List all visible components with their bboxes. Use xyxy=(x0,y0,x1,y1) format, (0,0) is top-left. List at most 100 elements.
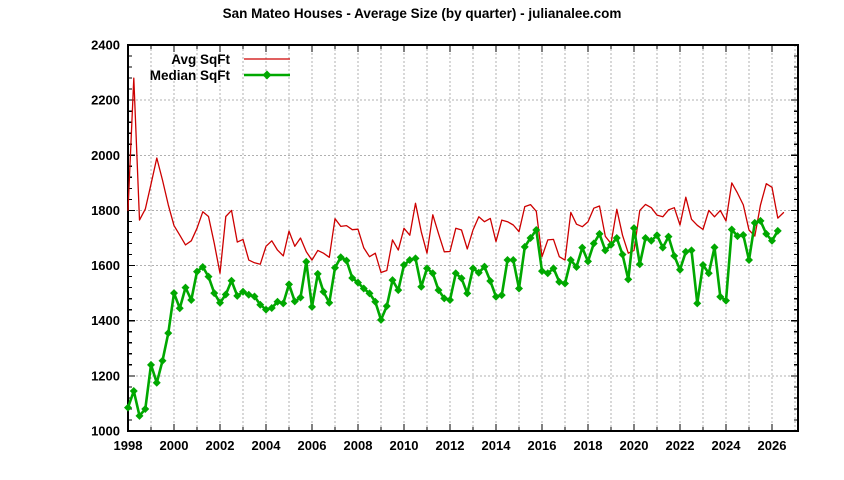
median-diamond-marker xyxy=(239,287,248,296)
median-diamond-marker xyxy=(147,360,156,369)
median-diamond-marker xyxy=(618,250,627,259)
median-diamond-marker xyxy=(428,269,437,278)
median-diamond-marker xyxy=(457,274,466,283)
median-diamond-marker xyxy=(612,234,621,242)
x-axis-label: 2004 xyxy=(252,438,282,453)
median-diamond-marker xyxy=(446,296,455,305)
y-axis-label: 1200 xyxy=(91,368,120,383)
median-diamond-marker xyxy=(768,236,777,245)
legend-label-avg: Avg SqFt xyxy=(171,51,230,67)
median-diamond-marker xyxy=(681,247,690,256)
y-axis-label: 1800 xyxy=(91,203,120,218)
x-axis-label: 2002 xyxy=(206,438,235,453)
median-diamond-marker xyxy=(635,260,644,269)
median-diamond-marker xyxy=(308,302,317,311)
diamond-marker-icon xyxy=(262,70,272,80)
median-diamond-marker xyxy=(762,229,771,238)
median-diamond-marker xyxy=(699,261,708,270)
median-diamond-marker xyxy=(739,230,748,239)
x-axis-label: 2014 xyxy=(482,438,512,453)
median-diamond-marker xyxy=(400,261,409,270)
median-diamond-marker xyxy=(526,234,535,242)
median-diamond-marker xyxy=(486,277,495,286)
median-diamond-marker xyxy=(158,356,167,365)
median-diamond-marker xyxy=(336,253,345,262)
median-diamond-marker xyxy=(716,292,725,301)
median-diamond-marker xyxy=(285,280,294,289)
median-diamond-marker xyxy=(469,264,478,273)
median-diamond-marker xyxy=(359,284,368,293)
median-diamond-marker xyxy=(129,387,138,396)
median-diamond-marker xyxy=(388,276,397,285)
legend-label-median: Median SqFt xyxy=(149,67,230,83)
median-diamond-marker xyxy=(509,256,518,265)
median-diamond-marker xyxy=(423,264,432,273)
median-diamond-marker xyxy=(273,297,282,306)
median-diamond-marker xyxy=(601,246,610,255)
median-diamond-marker xyxy=(549,264,558,273)
median-diamond-marker xyxy=(566,256,575,265)
median-diamond-marker xyxy=(313,269,322,278)
avg-line-sample xyxy=(244,58,290,60)
median-diamond-marker xyxy=(520,242,529,251)
x-axis-label: 2018 xyxy=(574,438,603,453)
median-diamond-marker xyxy=(256,300,265,309)
median-diamond-marker xyxy=(279,299,288,308)
median-diamond-marker xyxy=(578,243,587,252)
median-diamond-marker xyxy=(733,232,742,241)
median-diamond-marker xyxy=(440,294,449,303)
chart-title: San Mateo Houses - Average Size (by quar… xyxy=(222,6,622,21)
median-diamond-marker xyxy=(354,278,363,287)
y-axis-label: 2400 xyxy=(91,38,120,53)
y-axis-label: 2200 xyxy=(91,93,120,108)
y-axis-label: 1400 xyxy=(91,313,120,328)
median-diamond-marker xyxy=(227,276,236,285)
median-diamond-marker xyxy=(756,216,765,225)
median-diamond-marker xyxy=(302,257,311,266)
median-diamond-marker xyxy=(348,273,357,282)
median-diamond-marker xyxy=(193,267,202,276)
median-diamond-marker xyxy=(704,269,713,278)
median-diamond-marker xyxy=(451,269,460,278)
median-diamond-marker xyxy=(532,226,541,235)
median-diamond-marker xyxy=(124,403,132,412)
median-diamond-marker xyxy=(515,284,524,293)
median-diamond-marker xyxy=(543,269,552,278)
median-diamond-marker xyxy=(290,297,299,306)
median-diamond-marker xyxy=(497,291,506,300)
median-diamond-marker xyxy=(561,279,570,288)
median-diamond-marker xyxy=(693,299,702,308)
median-diamond-marker xyxy=(492,292,501,301)
median-diamond-marker xyxy=(647,236,656,245)
median-diamond-marker xyxy=(325,298,334,307)
median-diamond-marker xyxy=(664,232,673,241)
median-diamond-marker xyxy=(773,226,782,235)
median-diamond-marker xyxy=(198,262,207,271)
median-diamond-marker xyxy=(135,411,144,420)
median-diamond-marker xyxy=(687,246,696,255)
y-axis-label: 2000 xyxy=(91,148,120,163)
x-axis-label: 2024 xyxy=(712,438,742,453)
median-diamond-marker xyxy=(152,378,161,387)
median-diamond-marker xyxy=(658,243,667,252)
legend: Avg SqFt Median SqFt xyxy=(130,51,292,83)
median-diamond-marker xyxy=(572,262,581,271)
x-axis-label: 2016 xyxy=(528,438,557,453)
median-diamond-marker xyxy=(187,296,196,305)
x-axis-label: 2022 xyxy=(666,438,695,453)
median-diamond-marker xyxy=(463,289,472,298)
legend-item-avg: Avg SqFt xyxy=(130,51,292,67)
x-axis-label: 1998 xyxy=(114,438,143,453)
median-diamond-marker xyxy=(233,291,242,300)
median-diamond-marker xyxy=(417,282,426,291)
median-diamond-marker xyxy=(641,234,650,242)
median-diamond-marker xyxy=(722,296,731,305)
median-diamond-marker xyxy=(175,304,184,313)
median-diamond-marker xyxy=(624,275,633,284)
median-diamond-marker xyxy=(342,256,351,265)
median-diamond-marker xyxy=(584,257,593,266)
median-diamond-marker xyxy=(331,263,340,272)
median-diamond-marker xyxy=(221,290,230,299)
x-axis-label: 2006 xyxy=(298,438,327,453)
